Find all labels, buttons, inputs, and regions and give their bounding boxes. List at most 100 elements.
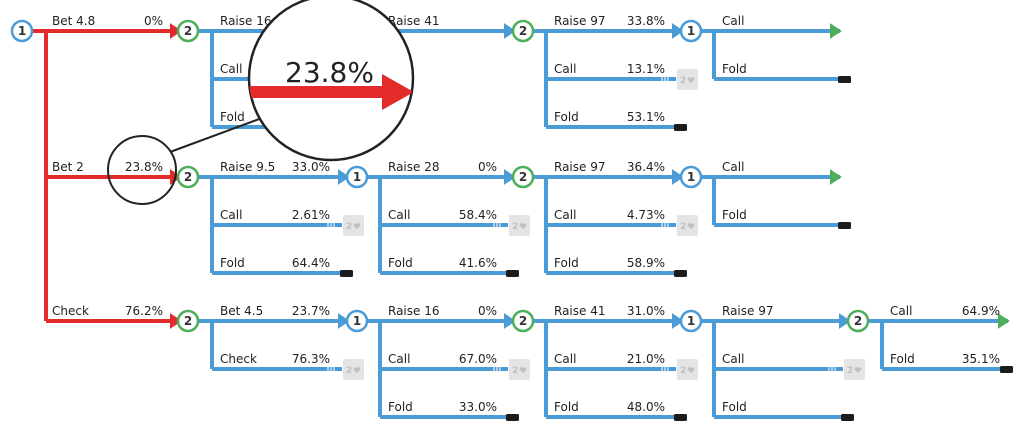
edge-r3-fold4[interactable]: Fold 35.1% xyxy=(882,352,1013,373)
terminal-icon xyxy=(506,414,519,421)
subtree-card[interactable]: 2 xyxy=(677,69,698,90)
edge-label: Raise 9.5 xyxy=(220,160,275,174)
subtree-card[interactable]: 2 xyxy=(677,215,698,236)
subtree-card[interactable]: 2 xyxy=(844,359,865,380)
player-node-2[interactable]: 2 xyxy=(511,165,535,189)
edge-r2-fold4[interactable]: Fold xyxy=(714,208,851,229)
edge-label: Bet 4.8 xyxy=(52,14,95,28)
subtree-card[interactable]: 2 xyxy=(343,359,364,380)
edge-r2-call4[interactable]: Call xyxy=(714,160,842,185)
subtree-card[interactable]: 2 xyxy=(509,359,530,380)
arrowhead-icon xyxy=(839,313,851,329)
edge-percentage: 23.7% xyxy=(292,304,330,318)
edge-r1-call3[interactable]: Call xyxy=(714,14,842,39)
zoom-lens-circle xyxy=(247,0,415,162)
heart-icon xyxy=(854,367,862,373)
edge-r3-raise16[interactable]: Raise 16 0% xyxy=(380,304,516,329)
edge-r3-call[interactable]: 2 Call 67.0% xyxy=(380,352,530,380)
edge-label: Call xyxy=(554,352,576,366)
player-node-2[interactable]: 2 xyxy=(511,309,535,333)
node-player-label: 1 xyxy=(353,314,361,328)
node-circle xyxy=(679,309,703,333)
edge-label: Bet 4.5 xyxy=(220,304,263,318)
player-node-2[interactable]: 2 xyxy=(511,19,535,43)
edge-r3-call4[interactable]: Call 64.9% xyxy=(882,304,1010,329)
arrowhead-icon xyxy=(170,23,182,39)
edge-r1-fold2[interactable]: Fold 53.1% xyxy=(546,110,687,131)
edge-label: Call xyxy=(220,62,242,76)
edge-label: Call xyxy=(388,208,410,222)
edge-label: Check xyxy=(220,352,257,366)
node-circle xyxy=(511,19,535,43)
edge-label: Raise 28 xyxy=(388,160,439,174)
edge-check[interactable]: Check 76.2% xyxy=(46,304,182,329)
node-circle xyxy=(176,309,200,333)
edge-bet2[interactable]: Bet 2 23.8% xyxy=(46,160,182,185)
edge-percentage: 0% xyxy=(478,304,497,318)
edge-r2-raise97[interactable]: Raise 97 36.4% xyxy=(546,160,684,185)
edge-label: Call xyxy=(890,304,912,318)
subtree-card-label: 2 xyxy=(512,222,518,232)
edge-r2-raise95[interactable]: Raise 9.5 33.0% xyxy=(212,160,350,185)
edge-r2-fold2[interactable]: Fold 41.6% xyxy=(380,256,519,277)
edge-r3-fold2[interactable]: Fold 48.0% xyxy=(546,400,687,421)
edge-label: Check xyxy=(52,304,89,318)
player-node-1[interactable]: 1 xyxy=(679,309,703,333)
subtree-card-label: 2 xyxy=(346,222,352,232)
player-node-1[interactable]: 1 xyxy=(345,165,369,189)
edge-r2-call2[interactable]: 2 Call 58.4% xyxy=(380,208,530,236)
arrowhead-icon xyxy=(672,313,684,329)
terminal-icon xyxy=(506,270,519,277)
edge-r2-raise28[interactable]: Raise 28 0% xyxy=(380,160,516,185)
node-circle xyxy=(511,165,535,189)
edge-r1-fold3[interactable]: Fold xyxy=(714,62,851,83)
edge-percentage: 21.0% xyxy=(627,352,665,366)
subtree-card[interactable]: 2 xyxy=(509,215,530,236)
edge-label: Raise 97 xyxy=(554,160,605,174)
edge-r1-raise97[interactable]: Raise 97 33.8% xyxy=(546,14,684,39)
player-node-2[interactable]: 2 xyxy=(176,19,200,43)
edge-r3-call2[interactable]: 2 Call 21.0% xyxy=(546,352,698,380)
edge-r2-call[interactable]: 2 Call 2.61% xyxy=(212,208,364,236)
terminal-icon xyxy=(340,270,353,277)
player-node-2[interactable]: 2 xyxy=(846,309,870,333)
edge-bet48[interactable]: Bet 4.8 0% xyxy=(46,14,182,39)
player-node-1[interactable]: 1 xyxy=(679,19,703,43)
player-node-1[interactable]: 1 xyxy=(345,309,369,333)
arrowhead-icon xyxy=(830,23,842,39)
edge-label: Fold xyxy=(554,400,579,414)
edge-r3-check[interactable]: 2 Check 76.3% xyxy=(212,352,364,380)
player-node-1[interactable]: 1 xyxy=(10,19,34,43)
terminal-icon xyxy=(838,222,851,229)
subtree-card-bg xyxy=(509,215,530,236)
edge-r3-fold[interactable]: Fold 33.0% xyxy=(380,400,519,421)
player-node-2[interactable]: 2 xyxy=(176,309,200,333)
subtree-card-label: 2 xyxy=(512,366,518,376)
edge-r1-call2[interactable]: 2 Call 13.1% xyxy=(546,62,698,90)
edge-r2-call3[interactable]: 2 Call 4.73% xyxy=(546,208,698,236)
arrowhead-icon xyxy=(998,313,1010,329)
callout-line xyxy=(169,117,263,153)
edge-r3-call3[interactable]: 2 Call xyxy=(714,352,865,380)
edge-label: Call xyxy=(554,208,576,222)
edge-r3-raise41[interactable]: Raise 41 31.0% xyxy=(546,304,684,329)
zoom-lens: 23.8% xyxy=(247,0,415,162)
player-node-2[interactable]: 2 xyxy=(176,165,200,189)
subtree-card[interactable]: 2 xyxy=(677,359,698,380)
edge-r2-fold3[interactable]: Fold 58.9% xyxy=(546,256,687,277)
edge-r1-raise41[interactable]: Raise 41 xyxy=(380,14,516,39)
subtree-card[interactable]: 2 xyxy=(343,215,364,236)
edge-r2-fold[interactable]: Fold 64.4% xyxy=(212,256,353,277)
arrowhead-icon xyxy=(830,169,842,185)
edge-percentage: 58.4% xyxy=(459,208,497,222)
player-node-1[interactable]: 1 xyxy=(679,165,703,189)
edge-r3-fold3[interactable]: Fold xyxy=(714,400,854,421)
edge-label: Call xyxy=(554,62,576,76)
subtree-card-label: 2 xyxy=(680,366,686,376)
edge-label: Fold xyxy=(220,110,245,124)
edge-r3-bet45[interactable]: Bet 4.5 23.7% xyxy=(212,304,350,329)
edge-r3-raise97[interactable]: Raise 97 xyxy=(714,304,851,329)
node-circle xyxy=(345,165,369,189)
arrowhead-icon xyxy=(170,313,182,329)
edge-label: Fold xyxy=(722,400,747,414)
